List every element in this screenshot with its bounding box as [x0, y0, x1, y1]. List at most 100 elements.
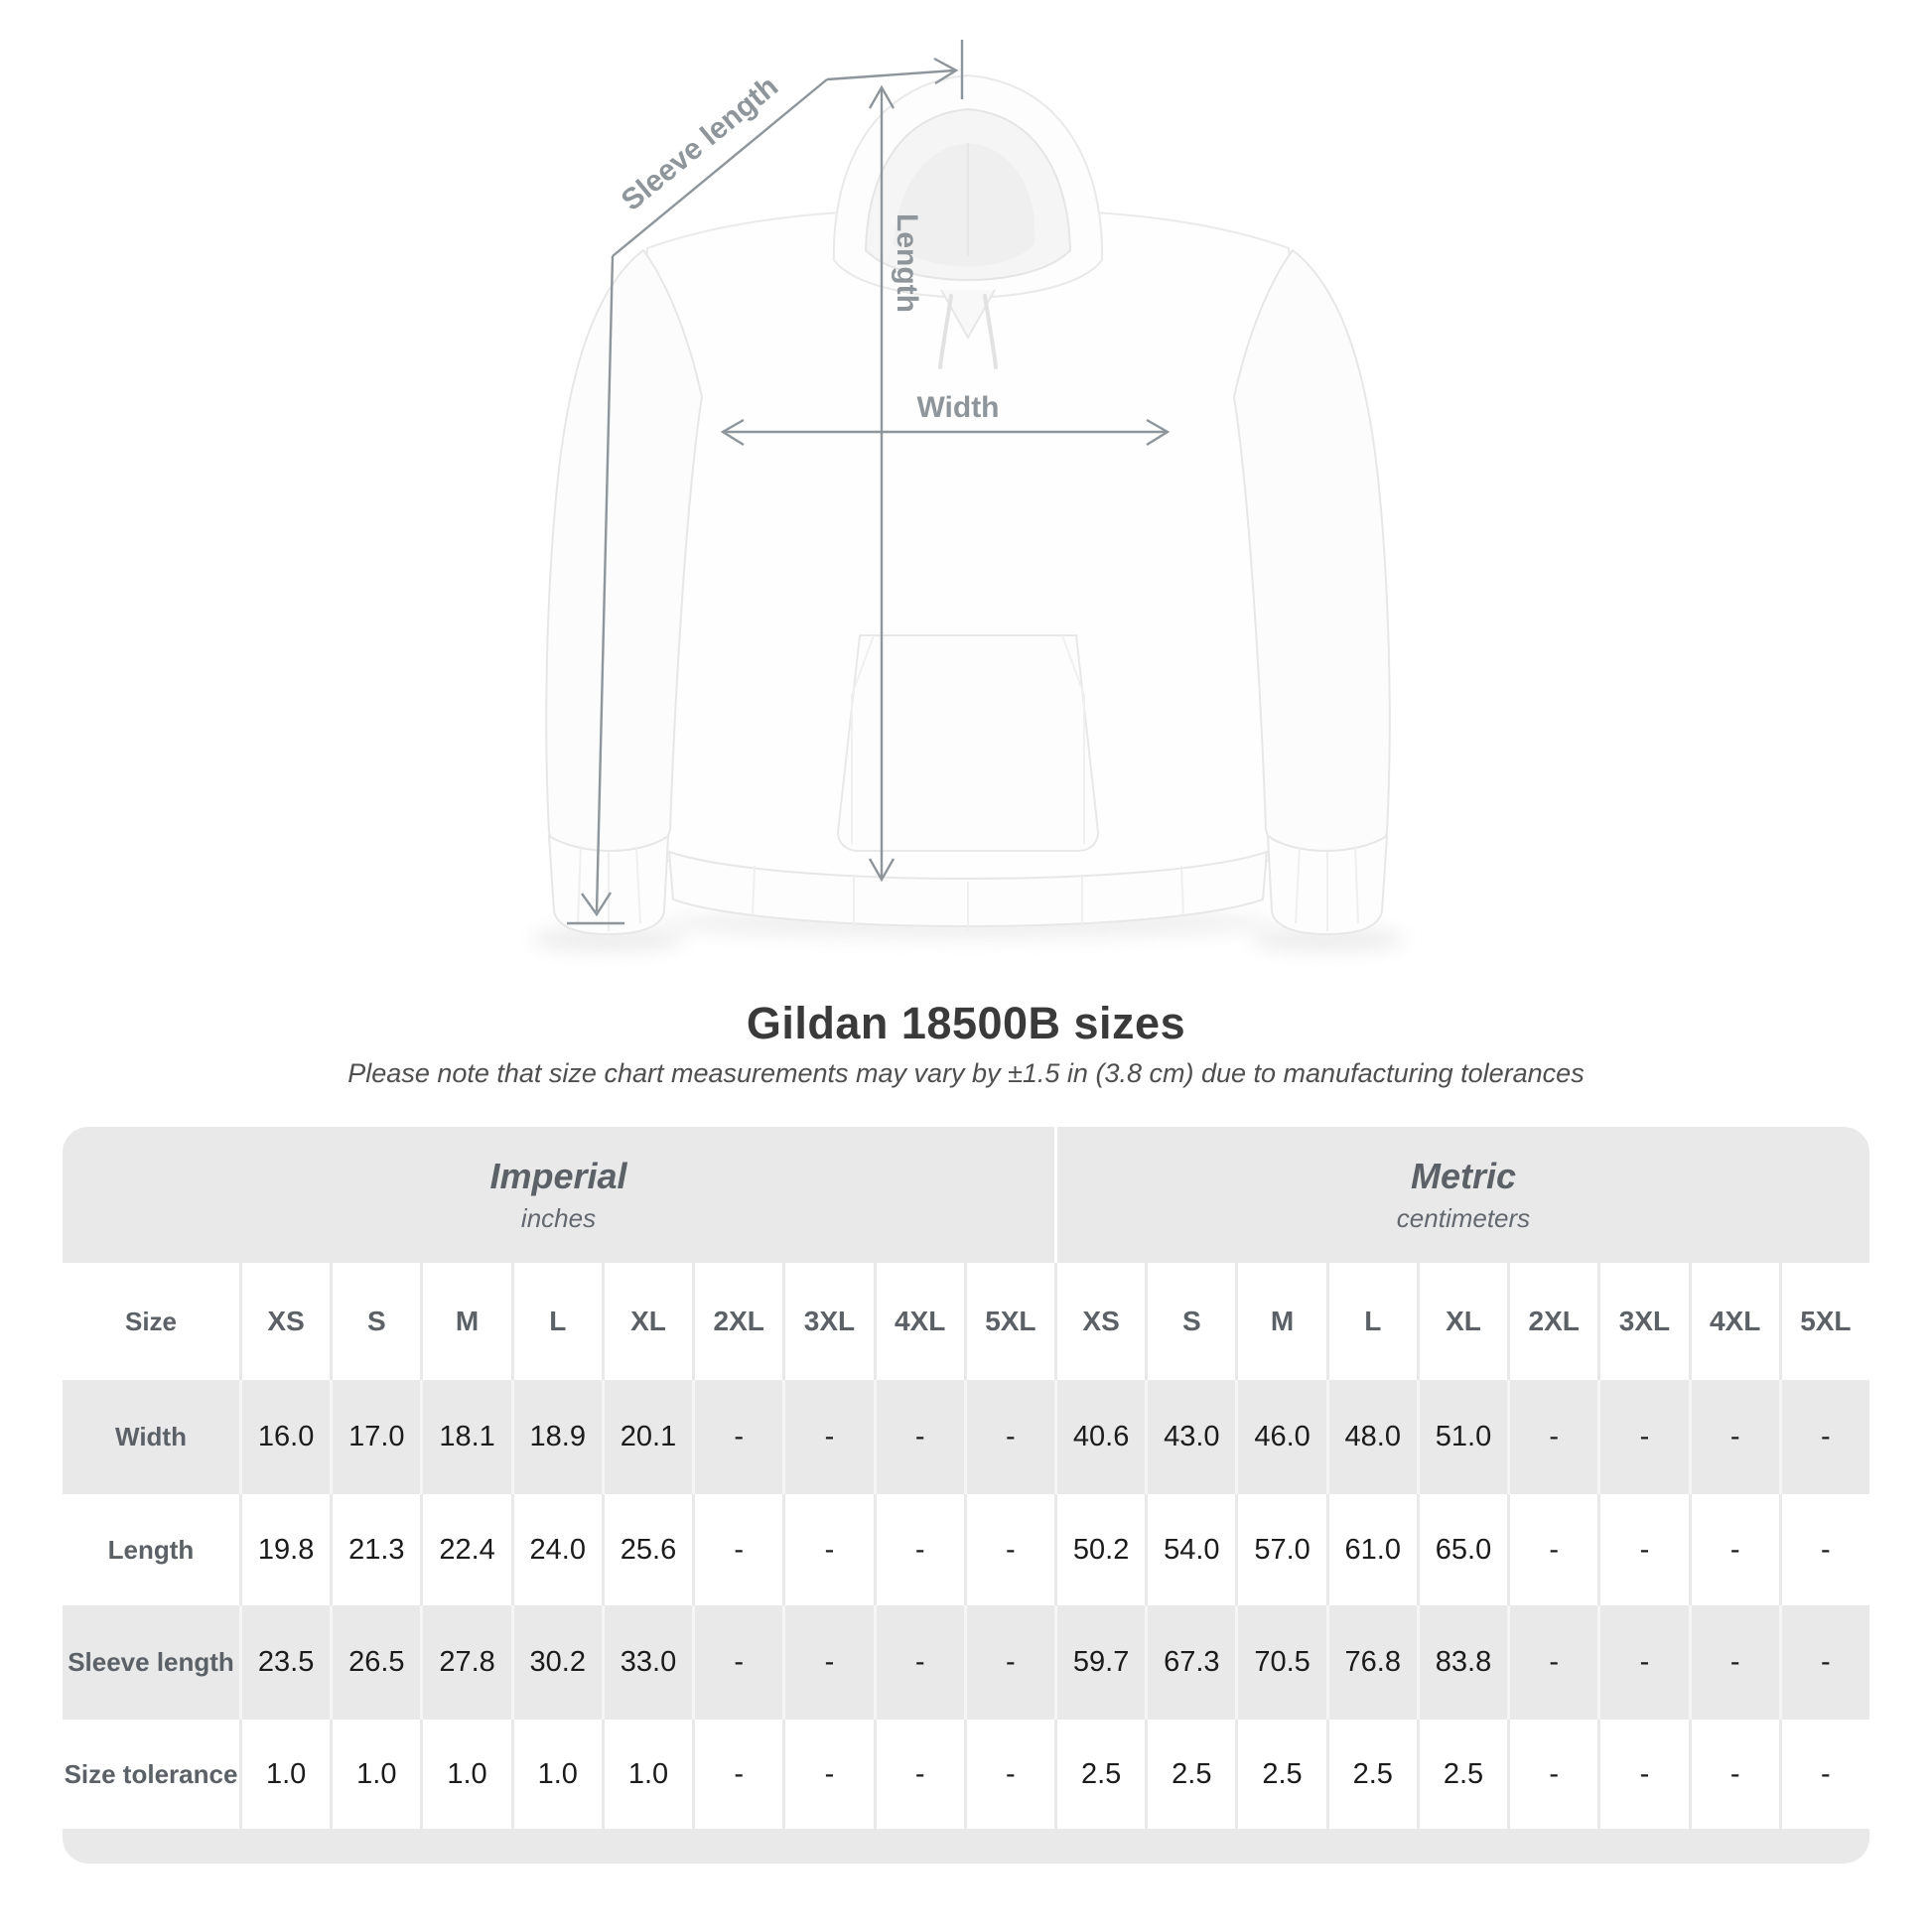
tolerance-value-cell: 1.0 — [513, 1720, 602, 1829]
width-value-cell: - — [785, 1380, 874, 1494]
arrowhead-down-icon — [581, 892, 613, 917]
row-label-size-tolerance: Size tolerance — [63, 1720, 239, 1829]
length-value-cell: - — [1600, 1494, 1689, 1605]
metric-sublabel: centimeters — [1396, 1203, 1531, 1233]
size-header-cell: 4XL — [876, 1263, 964, 1380]
length-value-cell: 21.3 — [333, 1494, 421, 1605]
size-header-cell: 5XL — [1781, 1263, 1869, 1380]
imperial-sublabel: inches — [520, 1203, 597, 1233]
table-row-length: Length 19.8 21.3 22.4 24.0 25.6- - - - 50.2 54.0… — [63, 1494, 1869, 1605]
size-header-cell: L — [1328, 1263, 1417, 1380]
length-value-cell: - — [785, 1494, 874, 1605]
length-value-cell: 65.0 — [1419, 1494, 1508, 1605]
width-value-cell: - — [1510, 1380, 1598, 1494]
size-header-cell: M — [1238, 1263, 1326, 1380]
size-header-cell: M — [423, 1263, 511, 1380]
length-value-cell: - — [876, 1494, 964, 1605]
width-value-cell: 46.0 — [1238, 1380, 1326, 1494]
tolerance-value-cell: - — [876, 1720, 964, 1829]
length-value-cell: - — [1510, 1494, 1598, 1605]
width-value-cell: - — [966, 1380, 1054, 1494]
pocket — [836, 634, 1100, 852]
tolerance-value-cell: - — [1691, 1720, 1779, 1829]
sleeve-value-cell: - — [695, 1605, 783, 1720]
width-value-cell: - — [1600, 1380, 1689, 1494]
row-label-sleeve-length: Sleeve length — [63, 1605, 239, 1720]
length-label: Length — [891, 213, 923, 313]
sleeve-vertical-line — [595, 255, 615, 912]
width-value-cell: 16.0 — [242, 1380, 331, 1494]
length-value-cell: 25.6 — [604, 1494, 693, 1605]
table-row-sleeve-length: Sleeve length 23.5 26.5 27.8 30.2 33.0- - - - 5… — [63, 1605, 1869, 1720]
row-label-size: Size — [63, 1263, 239, 1380]
tolerance-note: Please note that size chart measurements… — [347, 1058, 1585, 1088]
width-value-cell: 20.1 — [604, 1380, 693, 1494]
length-value-cell: - — [1691, 1494, 1779, 1605]
sleeve-value-cell: - — [1691, 1605, 1779, 1720]
size-header-cell: XS — [242, 1263, 331, 1380]
unit-header-row: Imperial inches Metric centimeters — [63, 1127, 1869, 1263]
row-label-length: Length — [63, 1494, 239, 1605]
hoodie-illustration: Sleeve length Length Width — [531, 40, 1405, 952]
sleeve-value-cell: 70.5 — [1238, 1605, 1326, 1720]
length-value-cell: - — [966, 1494, 1054, 1605]
tolerance-value-cell: - — [1510, 1720, 1598, 1829]
tolerance-value-cell: 1.0 — [604, 1720, 693, 1829]
length-value-cell: 24.0 — [513, 1494, 602, 1605]
length-value-cell: 50.2 — [1056, 1494, 1146, 1605]
length-value-cell: 57.0 — [1238, 1494, 1326, 1605]
arrowhead-right-icon — [933, 57, 959, 85]
sleeve-value-cell: 30.2 — [513, 1605, 602, 1720]
width-value-cell: - — [695, 1380, 783, 1494]
width-value-cell: 51.0 — [1419, 1380, 1508, 1494]
length-value-cell: 61.0 — [1328, 1494, 1417, 1605]
shadow — [531, 926, 686, 952]
sleeve-value-cell: 76.8 — [1328, 1605, 1417, 1720]
size-header-cell: L — [513, 1263, 602, 1380]
length-value-cell: 54.0 — [1148, 1494, 1236, 1605]
table-row-width: Width 16.0 17.0 18.1 18.9 20.1- - - - 40.6 43.0 4… — [63, 1380, 1869, 1494]
sleeve-value-cell: 83.8 — [1419, 1605, 1508, 1720]
tolerance-value-cell: 1.0 — [423, 1720, 511, 1829]
width-value-cell: - — [1691, 1380, 1779, 1494]
sleeve-diagonal-line — [612, 78, 828, 257]
sleeve-length-label: Sleeve length — [616, 69, 784, 216]
length-value-cell: - — [695, 1494, 783, 1605]
metric-header-cell: Metric centimeters — [1057, 1127, 1869, 1263]
width-value-cell: - — [876, 1380, 964, 1494]
width-value-cell: 48.0 — [1328, 1380, 1417, 1494]
width-label: Width — [916, 391, 999, 424]
size-header-cell: 2XL — [1510, 1263, 1598, 1380]
sleeve-value-cell: - — [1600, 1605, 1689, 1720]
hoodie-body — [641, 207, 1295, 931]
tolerance-value-cell: 2.5 — [1328, 1720, 1417, 1829]
size-header-cell: 4XL — [1691, 1263, 1779, 1380]
arrowhead-down-icon — [868, 858, 896, 883]
tolerance-value-cell: 1.0 — [333, 1720, 421, 1829]
sleeve-value-cell: 26.5 — [333, 1605, 421, 1720]
width-value-cell: 17.0 — [333, 1380, 421, 1494]
arrowhead-right-icon — [1146, 418, 1171, 447]
length-value-cell: 22.4 — [423, 1494, 511, 1605]
tolerance-value-cell: - — [695, 1720, 783, 1829]
tolerance-value-cell: 2.5 — [1419, 1720, 1508, 1829]
table-row-size-tolerance: Size tolerance 1.0 1.0 1.0 1.0 1.0- - - - 2.5 2.… — [63, 1720, 1869, 1829]
length-value-cell: 19.8 — [242, 1494, 331, 1605]
tolerance-value-cell: - — [1781, 1720, 1869, 1829]
size-header-cell: S — [1148, 1263, 1236, 1380]
size-header-cell: S — [333, 1263, 421, 1380]
sleeve-value-cell: 27.8 — [423, 1605, 511, 1720]
size-header-row: Size XS S M L XL 2XL 3XL 4XL 5XL XS S M L XL 2XL 3XL 4X… — [63, 1263, 1869, 1380]
tolerance-value-cell: 2.5 — [1056, 1720, 1146, 1829]
width-value-cell: 18.1 — [423, 1380, 511, 1494]
size-header-cell: XS — [1056, 1263, 1146, 1380]
hood — [832, 73, 1104, 369]
tolerance-value-cell: 2.5 — [1238, 1720, 1326, 1829]
width-value-cell: 43.0 — [1148, 1380, 1236, 1494]
width-value-cell: 40.6 — [1056, 1380, 1146, 1494]
shadow — [1250, 926, 1405, 952]
sleeve-value-cell: 23.5 — [242, 1605, 331, 1720]
hoodie-measurement-diagram: Sleeve length Length Width — [531, 40, 1405, 952]
tolerance-value-cell: 1.0 — [242, 1720, 331, 1829]
